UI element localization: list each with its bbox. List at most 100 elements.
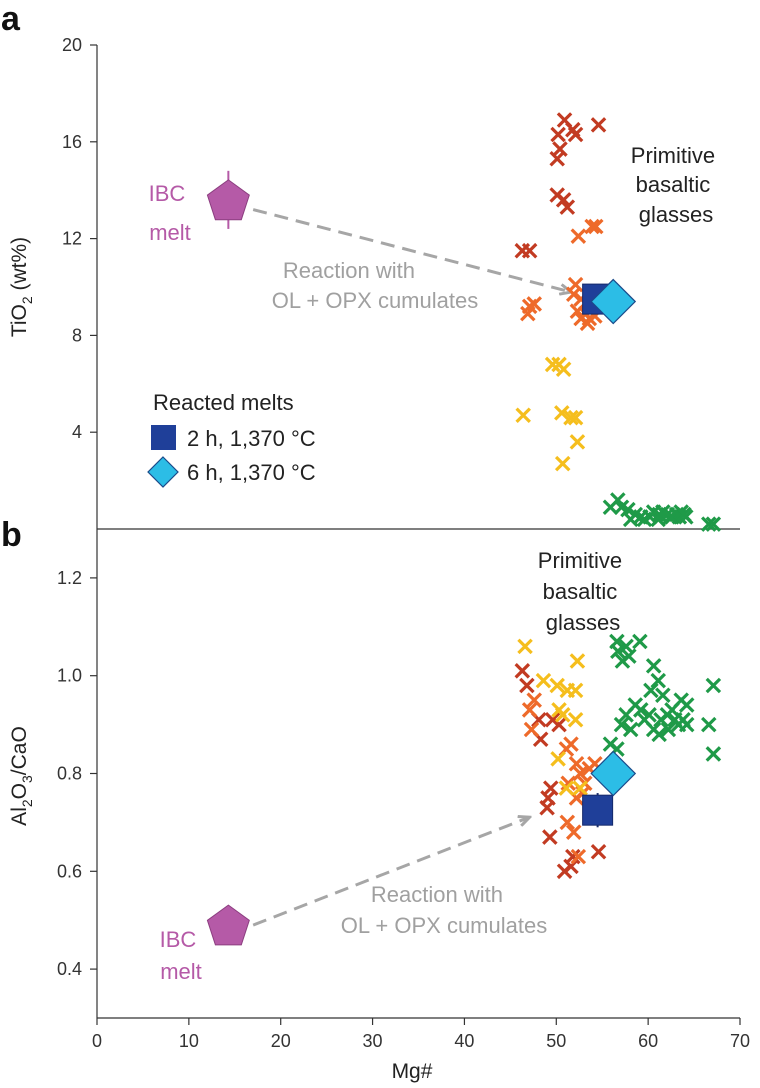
panel-a-ibc-melt-pentagon [206, 179, 250, 221]
panel-a-glasses-line3: glasses [639, 202, 714, 227]
glass-point-cross [660, 721, 677, 738]
y-tick-label: 4 [72, 422, 82, 442]
glass-point-cross [563, 858, 579, 875]
panel-a-ibc-line1: IBC [149, 181, 186, 206]
glass-point-cross [569, 434, 586, 450]
glass-point-cross [551, 716, 567, 733]
x-tick-label: 40 [454, 1031, 474, 1051]
panel-b-glasses-line3: glasses [546, 610, 621, 635]
x-axis-ticks: 0 10 20 30 40 50 60 70 [92, 1018, 750, 1051]
legend-item-2h: 2 h, 1,370 °C [187, 426, 316, 451]
panel-a-glasses-line2: basaltic [636, 172, 711, 197]
panel-a-glass-points [514, 112, 722, 532]
x-tick-label: 20 [271, 1031, 291, 1051]
glass-point-cross [542, 829, 558, 845]
x-tick-label: 50 [546, 1031, 566, 1051]
glass-point-cross [705, 746, 722, 762]
panel-b-ibc-line1: IBC [160, 927, 197, 952]
ylabel-a-tail: (wt%) [8, 237, 31, 297]
glass-point-cross [515, 407, 531, 424]
panel-b-glasses-label: Primitive basaltic glasses [538, 548, 628, 635]
panel-b-reaction-label: Reaction with OL + OPX cumulates [341, 882, 547, 938]
glass-point-cross [572, 765, 588, 782]
y-tick-label: 1.0 [57, 666, 82, 686]
x-tick-label: 0 [92, 1031, 102, 1051]
ylabel-a-main: TiO [8, 304, 31, 337]
glass-point-cross [579, 315, 596, 332]
glass-point-cross [590, 117, 607, 133]
panel-b-reacted-6h-diamond [590, 750, 637, 797]
glass-point-cross [584, 218, 600, 235]
y-tick-label: 20 [62, 35, 82, 55]
glass-point-cross [588, 218, 604, 235]
x-tick-label: 10 [179, 1031, 199, 1051]
glass-point-cross [590, 843, 607, 860]
glass-point-cross [705, 516, 722, 532]
ylabel-b-sub1: 2 [19, 799, 35, 807]
panel-a-glasses-line1: Primitive [631, 143, 715, 168]
panel-a-reacted-6h-diamond [590, 278, 637, 325]
glass-point-cross [519, 677, 535, 694]
glass-point-cross [643, 682, 659, 699]
y-tick-label: 0.6 [57, 861, 82, 881]
x-tick-label: 60 [638, 1031, 658, 1051]
glass-point-cross [610, 643, 626, 660]
y-tick-label: 0.4 [57, 959, 82, 979]
x-tick-label: 30 [363, 1031, 383, 1051]
glass-point-cross [651, 726, 667, 743]
panel-b-reaction-arrow [252, 818, 529, 927]
glass-point-cross [550, 751, 566, 767]
ylabel-b-cao: /CaO [8, 726, 31, 775]
glass-point-cross [549, 677, 565, 694]
glass-point-cross [633, 702, 649, 718]
panel-a-reaction-arrow [252, 208, 570, 292]
panel-a-reaction-label: Reaction with OL + OPX cumulates [272, 258, 478, 313]
glass-point-cross [568, 755, 585, 772]
glass-point-cross [565, 824, 582, 840]
glass-point-cross [554, 707, 571, 723]
panel-b-ibc-line2: melt [160, 959, 202, 984]
panel-a-ibc-line2: melt [149, 220, 191, 245]
glass-point-cross [645, 658, 662, 674]
y-tick-label: 16 [62, 132, 82, 152]
glass-point-cross [636, 511, 653, 528]
glass-point-cross [514, 663, 531, 679]
panel-b-reacted-2h-square [582, 794, 614, 826]
panel-b-ibc-melt-pentagon [206, 904, 250, 946]
glass-point-cross [555, 192, 572, 208]
glass-point-cross [558, 780, 575, 796]
panel-b-glass-points [514, 633, 722, 880]
glass-point-cross [526, 692, 543, 708]
legend-title: Reacted melts [153, 390, 294, 415]
glass-point-cross [567, 682, 584, 699]
panel-b-glasses-line1: Primitive [538, 548, 622, 573]
legend: Reacted melts 2 h, 1,370 °C 6 h, 1,370 °… [147, 390, 316, 488]
glass-point-cross [554, 405, 570, 421]
glass-point-cross [618, 707, 634, 723]
panel-a-y-ticks: 4 8 12 16 20 [62, 35, 97, 442]
glass-point-cross [655, 687, 671, 704]
panel-a-ibc-label: IBC melt [149, 181, 192, 245]
legend-diamond-marker [147, 456, 179, 488]
glass-point-cross [517, 638, 533, 655]
x-tick-label: 70 [730, 1031, 750, 1051]
glass-point-cross [613, 716, 630, 733]
panel-a-glasses-label: Primitive basaltic glasses [631, 143, 721, 227]
ylabel-b-o: O [8, 783, 31, 799]
glass-point-cross [701, 516, 717, 532]
glass-point-cross [676, 506, 692, 523]
glass-point-cross [622, 511, 639, 528]
glass-point-cross [701, 716, 717, 733]
y-tick-label: 1.2 [57, 568, 82, 588]
glass-point-cross [565, 286, 582, 303]
panel-b-glasses-line2: basaltic [543, 579, 618, 604]
glass-point-cross [526, 296, 543, 312]
panel-b-y-axis-title: Al2O3/CaO [8, 726, 35, 826]
glass-point-cross [678, 716, 695, 733]
glass-point-cross [570, 228, 587, 244]
x-axis-title: Mg# [392, 1060, 433, 1083]
glass-point-cross [614, 653, 631, 669]
glass-point-cross [678, 697, 695, 713]
y-tick-label: 0.8 [57, 764, 82, 784]
